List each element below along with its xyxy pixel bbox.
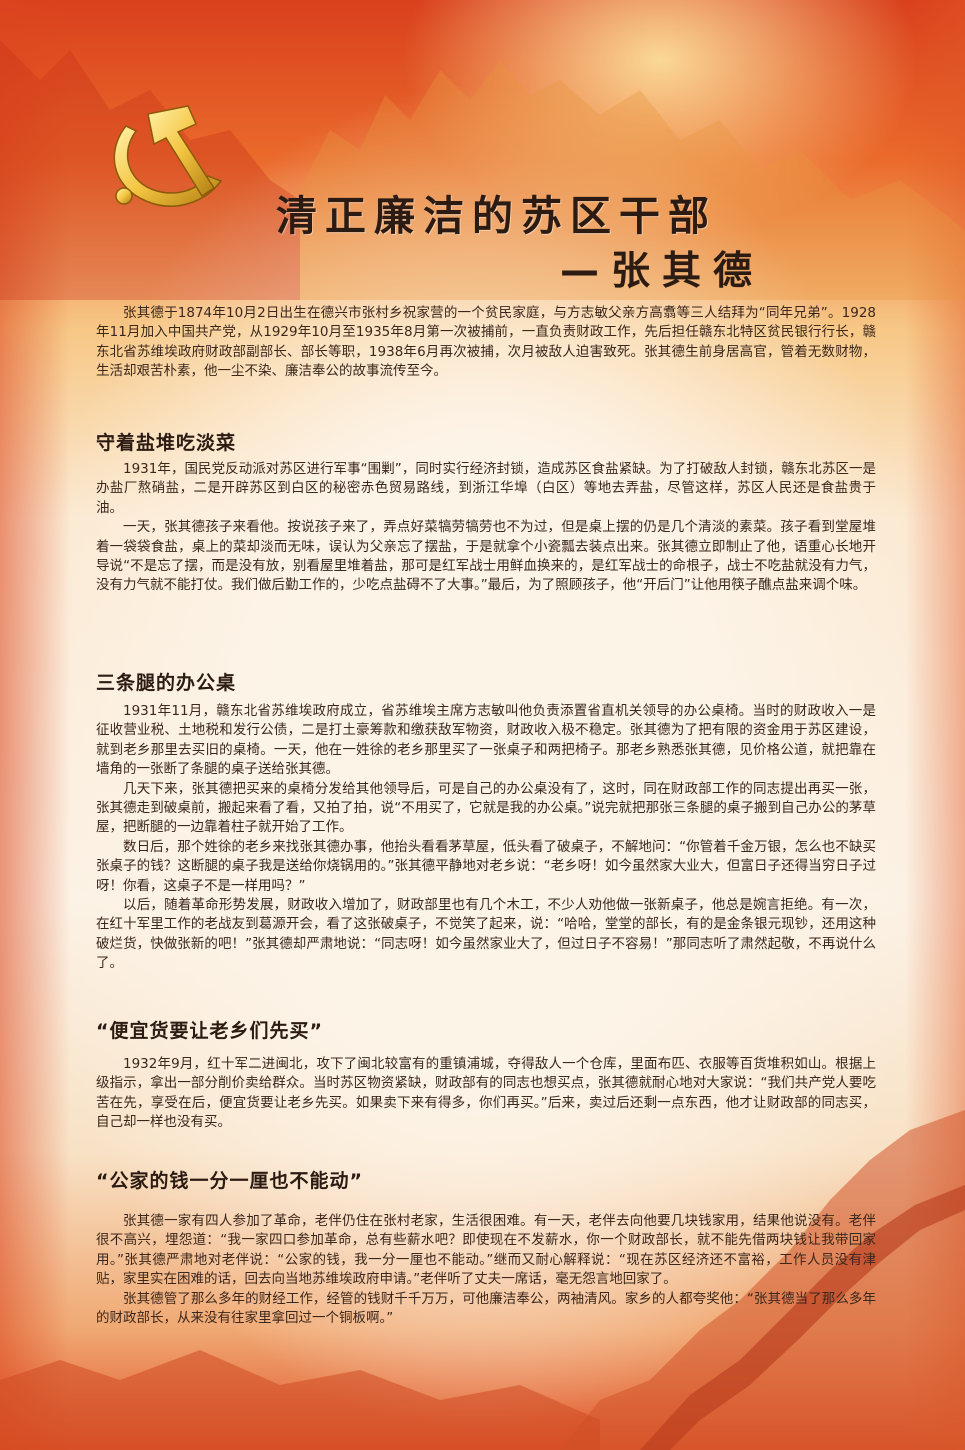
- bottom-hills: [0, 1350, 600, 1450]
- poster-title: 清正廉洁的苏区干部: [276, 192, 717, 240]
- section-body-goods: 1932年9月，红十军二进闽北，攻下了闽北较富有的重镇浦城，夺得敌人一个仓库，里…: [96, 1055, 876, 1133]
- paragraph: 几天下来，张其德把买来的桌椅分发给其他领导后，可是自己的办公桌没有了，这时，同在…: [96, 780, 876, 836]
- section-body-salt: 1931年，国民党反动派对苏区进行军事“围剿”，同时实行经济封锁，造成苏区食盐紧…: [96, 460, 876, 596]
- poster-subtitle: —张其德: [560, 249, 765, 294]
- section-heading-public-money: “公家的钱一分一厘也不能动”: [96, 1170, 363, 1192]
- left-edge-tint: [0, 0, 70, 1450]
- party-emblem-icon: [113, 105, 223, 207]
- section-body-desk: 1931年11月，赣东北省苏维埃政府成立，省苏维埃主席方志敏叫他负责添置省直机关…: [96, 702, 876, 974]
- great-wall-ridge: [560, 1110, 965, 1450]
- intro-paragraph: 张其德于1874年10月2日出生在德兴市张村乡祝家营的一个贫民家庭，与方志敏父亲…: [96, 304, 876, 382]
- section-heading-desk: 三条腿的办公桌: [96, 672, 237, 694]
- section-heading-salt: 守着盐堆吃淡菜: [96, 432, 237, 454]
- paragraph: 数日后，那个姓徐的老乡来找张其德办事，他抬头看看茅草屋，低头看了破桌子，不解地问…: [96, 838, 876, 894]
- paragraph: 一天，张其德孩子来看他。按说孩子来了，弄点好菜犒劳犒劳也不为过，但是桌上摆的仍是…: [96, 519, 876, 594]
- paragraph: 1931年，国民党反动派对苏区进行军事“围剿”，同时实行经济封锁，造成苏区食盐紧…: [96, 461, 876, 516]
- paragraph: 以后，随着革命形势发展，财政收入增加了，财政部里也有几个木工，不少人劝他做一张新…: [96, 897, 876, 972]
- great-wall-wall: [640, 1185, 965, 1450]
- section-heading-goods: “便宜货要让老乡们先买”: [96, 1020, 323, 1042]
- mountain-silhouette: [300, 60, 965, 300]
- paragraph: 张其德管了那么多年的财经工作，经管的钱财千千万万，可他廉洁奉公，两袖清风。家乡的…: [96, 1290, 876, 1327]
- section-body-public-money: 张其德一家有四人参加了革命，老伴仍住在张村老家，生活很困难。有一天，老伴去向他要…: [96, 1212, 876, 1328]
- top-glow: [400, 0, 920, 240]
- paragraph: 张其德一家有四人参加了革命，老伴仍住在张村老家，生活很困难。有一天，老伴去向他要…: [96, 1213, 876, 1288]
- paragraph: 1932年9月，红十军二进闽北，攻下了闽北较富有的重镇浦城，夺得敌人一个仓库，里…: [96, 1056, 876, 1131]
- paragraph: 1931年11月，赣东北省苏维埃政府成立，省苏维埃主席方志敏叫他负责添置省直机关…: [96, 703, 876, 778]
- mountain-silhouette-left: [0, 40, 300, 300]
- intro-text: 张其德于1874年10月2日出生在德兴市张村乡祝家营的一个贫民家庭，与方志敏父亲…: [96, 305, 876, 380]
